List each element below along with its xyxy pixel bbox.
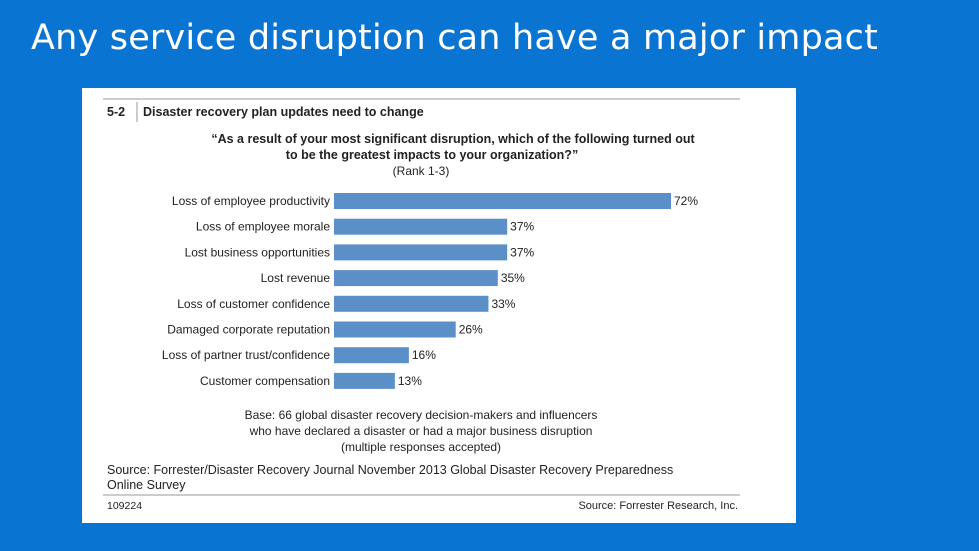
category-label: Loss of employee productivity xyxy=(172,194,330,208)
figure-heading: Disaster recovery plan updates need to c… xyxy=(143,105,424,119)
value-label: 37% xyxy=(510,220,534,234)
bar xyxy=(334,321,456,338)
source-line-2: Online Survey xyxy=(107,478,186,492)
value-label: 37% xyxy=(510,245,534,259)
bar-chart: Loss of employee productivity 72% Loss of … xyxy=(162,193,698,389)
slide-title: Any service disruption can have a major … xyxy=(31,18,879,58)
category-label: Lost revenue xyxy=(261,271,331,285)
question-line-1: “As a result of your most significant di… xyxy=(211,132,695,146)
base-line-1: Base: 66 global disaster recovery decisi… xyxy=(245,408,598,422)
bar xyxy=(334,270,498,287)
value-label: 26% xyxy=(459,323,483,337)
rank-note: (Rank 1-3) xyxy=(393,164,450,178)
footer-source: Source: Forrester Research, Inc. xyxy=(578,500,738,512)
figure-svg: 5-2 Disaster recovery plan updates need … xyxy=(103,98,740,512)
figure-number: 5-2 xyxy=(107,105,125,119)
bar xyxy=(334,193,671,209)
base-line-2: who have declared a disaster or had a ma… xyxy=(249,424,593,438)
bar xyxy=(334,372,395,389)
value-label: 16% xyxy=(412,348,436,362)
bar xyxy=(334,347,409,364)
bar xyxy=(334,244,508,261)
source-line-1: Source: Forrester/Disaster Recovery Jour… xyxy=(107,463,673,477)
category-label: Damaged corporate reputation xyxy=(167,323,330,337)
value-label: 13% xyxy=(398,374,422,388)
footer-id: 109224 xyxy=(107,500,142,512)
category-label: Loss of customer confidence xyxy=(177,297,330,311)
base-line-3: (multiple responses accepted) xyxy=(341,440,501,454)
value-label: 72% xyxy=(674,194,698,208)
category-label: Customer compensation xyxy=(200,374,330,388)
bar xyxy=(334,218,508,235)
category-label: Lost business opportunities xyxy=(185,245,330,259)
bar xyxy=(334,295,489,312)
value-label: 35% xyxy=(501,271,525,285)
question-line-2: to be the greatest impacts to your organ… xyxy=(286,148,578,162)
figure-panel: 5-2 Disaster recovery plan updates need … xyxy=(82,88,796,523)
value-label: 33% xyxy=(491,297,515,311)
category-label: Loss of partner trust/confidence xyxy=(162,348,330,362)
category-label: Loss of employee morale xyxy=(196,220,330,234)
